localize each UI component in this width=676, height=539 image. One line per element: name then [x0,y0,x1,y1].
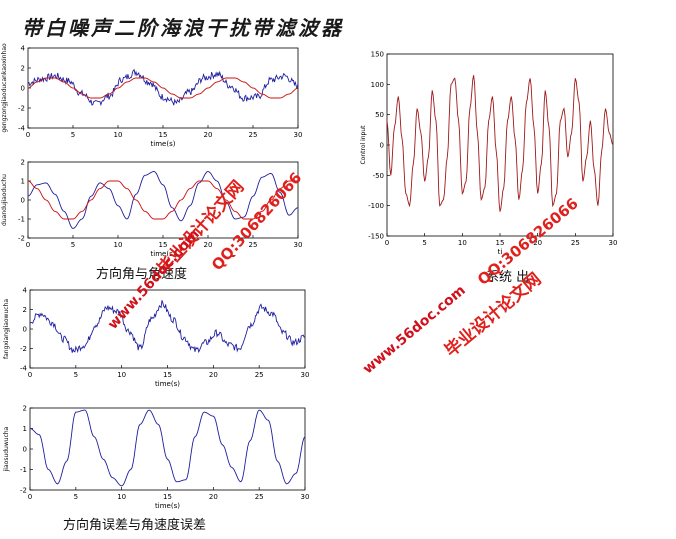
y-tick-label: 2 [23,405,27,413]
y-tick-label: 0 [23,446,27,454]
plot-frame-4 [386,53,614,237]
x-tick-label: 0 [26,241,30,249]
y-axis-label: fangxiangjiaowucha [3,299,10,359]
y-tick-label: -4 [20,365,28,373]
y-tick-label: 50 [375,111,384,119]
x-tick-label: 5 [74,493,78,501]
caption-angle-velocity: 方向角与角速度 [96,267,188,282]
x-tick-label: 15 [163,371,172,379]
series-line-3-0 [29,409,306,487]
x-tick-label: 0 [28,371,32,379]
y-tick-label: -1 [18,216,25,224]
series-line-2-0 [29,300,306,354]
y-tick-label: 2 [21,65,25,73]
x-tick-label: 25 [255,371,264,379]
y-tick-label: -4 [18,125,26,133]
x-tick-label: 20 [533,239,542,247]
y-tick-label: 1 [23,425,27,433]
y-tick-label: 4 [21,45,26,53]
x-tick-label: 25 [249,131,258,139]
caption-system-output: 系统 出 [486,270,530,285]
y-axis-label: gengzongjiaoducankaoxinhao [1,43,8,133]
x-tick-label: 15 [496,239,505,247]
plot-frame-3 [29,407,306,491]
x-tick-label: 25 [249,241,258,249]
plot-frame-2 [29,289,306,369]
x-tick-label: 0 [26,131,30,139]
y-tick-label: 0 [380,142,384,150]
y-tick-label: 150 [371,51,384,59]
x-axis-label: time(s) [151,140,176,148]
x-axis-label: time(s) [155,380,180,388]
y-axis-label: Control input [360,125,367,165]
y-tick-label: -150 [368,233,384,241]
x-tick-label: 25 [255,493,264,501]
y-tick-label: 0 [21,85,25,93]
y-tick-label: 2 [23,306,27,314]
series-line-1-0 [27,171,299,229]
x-tick-label: 20 [209,371,218,379]
series-line-0-1 [27,77,299,99]
page-title: 带白噪声二阶海浪干扰带滤波器 [22,16,344,40]
y-tick-label: -2 [20,487,27,495]
y-tick-label: 4 [23,287,28,295]
y-axis-label: jiaosuduwucha [3,426,10,472]
x-tick-label: 5 [71,241,75,249]
x-tick-label: 10 [117,493,126,501]
plot-frame-1 [27,161,299,239]
x-tick-label: 10 [458,239,467,247]
y-tick-label: 1 [21,178,25,186]
y-tick-label: -2 [18,235,25,243]
y-axis-label: duandujiaoduchu [1,174,8,226]
x-tick-label: 25 [571,239,580,247]
x-tick-label: 0 [385,239,389,247]
series-line-1-1 [27,180,298,220]
x-axis-label: ti [498,248,503,256]
x-tick-label: 10 [114,241,123,249]
x-tick-label: 10 [117,371,126,379]
x-axis-label: time(s) [151,250,176,258]
x-tick-label: 5 [71,131,75,139]
y-tick-label: -100 [368,202,384,210]
x-tick-label: 20 [209,493,218,501]
y-tick-label: 100 [371,81,384,89]
x-tick-label: 0 [28,493,32,501]
x-tick-label: 5 [74,371,78,379]
y-tick-label: -2 [20,345,27,353]
x-tick-label: 15 [159,131,168,139]
y-tick-label: 0 [23,326,27,334]
x-tick-label: 30 [609,239,618,247]
x-tick-label: 30 [301,493,310,501]
x-tick-label: 10 [114,131,123,139]
y-tick-label: -50 [373,172,384,180]
x-tick-label: 30 [301,371,310,379]
y-tick-label: -1 [20,466,27,474]
caption-error: 方向角误差与角速度误差 [63,518,207,533]
y-tick-label: -2 [18,105,25,113]
series-line-4-0 [386,75,614,212]
x-tick-label: 30 [294,131,303,139]
series-line-0-0 [27,69,299,107]
x-tick-label: 15 [163,493,172,501]
x-tick-label: 15 [159,241,168,249]
y-tick-label: 0 [21,197,25,205]
x-tick-label: 20 [204,241,213,249]
x-tick-label: 5 [422,239,426,247]
x-tick-label: 20 [204,131,213,139]
y-tick-label: 2 [21,159,25,167]
x-tick-label: 30 [294,241,303,249]
x-axis-label: time(s) [155,502,180,510]
